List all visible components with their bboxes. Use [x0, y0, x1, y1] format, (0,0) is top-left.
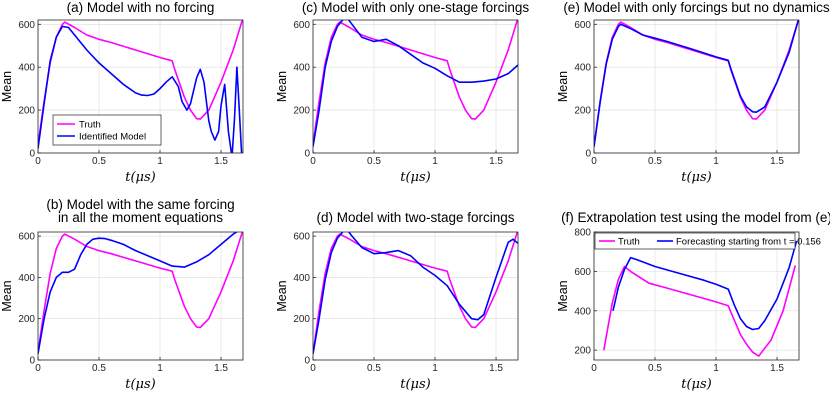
y-axis-label: Mean	[0, 280, 14, 311]
legend-box	[594, 232, 796, 250]
y-axis-label: Mean	[556, 280, 570, 311]
y-tick-label: 400	[293, 273, 310, 284]
plot-area	[313, 20, 518, 153]
y-tick-label: 200	[18, 314, 35, 325]
x-tick-label: 1	[157, 363, 163, 374]
x-tick-label: 0	[591, 363, 597, 374]
x-axis-label: t(μs)	[681, 170, 712, 185]
y-tick-label: 0	[585, 149, 591, 160]
y-axis-label: Mean	[0, 71, 14, 102]
y-tick-label: 600	[18, 20, 35, 31]
x-tick-label: 0	[591, 156, 597, 167]
x-tick-label: 0.5	[367, 156, 381, 167]
panel-c: 0 0.5 1 1.5 0 200 400 600 (c) Model with only on…	[275, 0, 529, 185]
y-tick-label: 0	[304, 356, 310, 367]
truth-line	[603, 265, 797, 357]
x-tick-label: 1	[713, 363, 719, 374]
x-tick-label: 1.5	[489, 363, 503, 374]
axes-box	[37, 231, 244, 361]
y-tick-label: 600	[18, 232, 35, 243]
y-tick-label: 600	[574, 267, 591, 278]
x-axis-label: t(μs)	[125, 170, 156, 185]
model-line	[612, 240, 798, 331]
panel-f: 0 0.5 1 1.5 200 400 600 800 (f) Extrapolation te…	[556, 210, 830, 392]
x-tick-label: 1.5	[770, 363, 784, 374]
legend-box	[52, 114, 162, 146]
truth-line	[38, 232, 243, 352]
x-tick-label: 0.5	[648, 156, 662, 167]
x-tick-label: 0	[35, 363, 41, 374]
y-tick-label: 400	[293, 63, 310, 74]
chart-title: (b) Model with the same forcing	[46, 197, 234, 212]
chart-title: (a) Model with no forcing	[67, 0, 215, 15]
x-tick-label: 0.5	[92, 156, 106, 167]
y-tick-label: 400	[574, 63, 591, 74]
x-tick-label: 1	[157, 156, 163, 167]
panel-a: 0 0.5 1 1.5 0 200 400 600 (a) Model with no forc…	[0, 0, 244, 185]
x-tick-label: 0	[310, 363, 316, 374]
axes-box	[37, 19, 244, 154]
x-tick-label: 0.5	[92, 363, 106, 374]
axes-box	[312, 231, 519, 361]
truth-line	[313, 20, 518, 145]
y-tick-label: 800	[574, 228, 591, 239]
y-tick-label: 400	[574, 306, 591, 317]
x-tick-label: 1.5	[214, 363, 228, 374]
x-tick-label: 1.5	[770, 156, 784, 167]
model-line	[38, 25, 243, 153]
legend-label: Forecasting starting from t = 0.156	[676, 237, 821, 248]
y-tick-label: 0	[304, 149, 310, 160]
legend-label: Truth	[79, 120, 101, 131]
panel-b: 0 0.5 1 1.5 0 200 400 600 (b) Model with the sam…	[0, 197, 244, 392]
x-axis-label: t(μs)	[681, 377, 712, 392]
x-tick-label: 0	[35, 156, 41, 167]
y-tick-label: 200	[574, 106, 591, 117]
x-tick-label: 0.5	[367, 363, 381, 374]
chart-title: (d) Model with two-stage forcings	[316, 210, 514, 225]
model-line	[313, 232, 518, 354]
model-line	[313, 20, 518, 147]
panel-d: 0 0.5 1 1.5 0 200 400 600 (d) Model with two-sta…	[275, 210, 519, 392]
chart-title: in all the moment equations	[58, 210, 223, 225]
x-axis-label: t(μs)	[400, 377, 431, 392]
plot-area	[313, 232, 518, 360]
model-line	[38, 232, 239, 354]
y-axis-label: Mean	[556, 71, 570, 102]
x-tick-label: 1.5	[489, 156, 503, 167]
legend-label: Identified Model	[79, 132, 146, 143]
x-tick-label: 1.5	[214, 156, 228, 167]
y-tick-label: 200	[574, 346, 591, 357]
x-tick-label: 1	[713, 156, 719, 167]
y-tick-label: 400	[18, 63, 35, 74]
chart-title: (f) Extrapolation test using the model f…	[561, 210, 830, 225]
x-axis-label: t(μs)	[400, 170, 431, 185]
y-axis-label: Mean	[275, 280, 289, 311]
axes-box	[593, 231, 800, 361]
y-axis-label: Mean	[275, 71, 289, 102]
model-line	[594, 20, 799, 147]
y-tick-label: 200	[293, 106, 310, 117]
x-axis-label: t(μs)	[125, 377, 156, 392]
y-tick-label: 600	[293, 232, 310, 243]
panel-e: 0 0.5 1 1.5 0 200 400 600 (e) Model with only fo…	[556, 0, 830, 185]
y-tick-label: 200	[293, 314, 310, 325]
axes-box	[312, 19, 519, 154]
y-tick-label: 0	[29, 149, 35, 160]
x-tick-label: 1	[432, 363, 438, 374]
y-tick-label: 600	[574, 20, 591, 31]
truth-line	[313, 232, 518, 354]
legend-label: Truth	[618, 237, 640, 248]
chart-title: (c) Model with only one-stage forcings	[302, 0, 530, 15]
y-tick-label: 400	[18, 273, 35, 284]
plot-area	[594, 20, 799, 153]
axes-box	[593, 19, 800, 154]
chart-title: (e) Model with only forcings but no dyna…	[563, 0, 830, 15]
x-tick-label: 0.5	[648, 363, 662, 374]
y-tick-label: 600	[293, 20, 310, 31]
x-tick-label: 1	[432, 156, 438, 167]
x-tick-label: 0	[310, 156, 316, 167]
y-tick-label: 200	[18, 106, 35, 117]
y-tick-label: 0	[29, 356, 35, 367]
